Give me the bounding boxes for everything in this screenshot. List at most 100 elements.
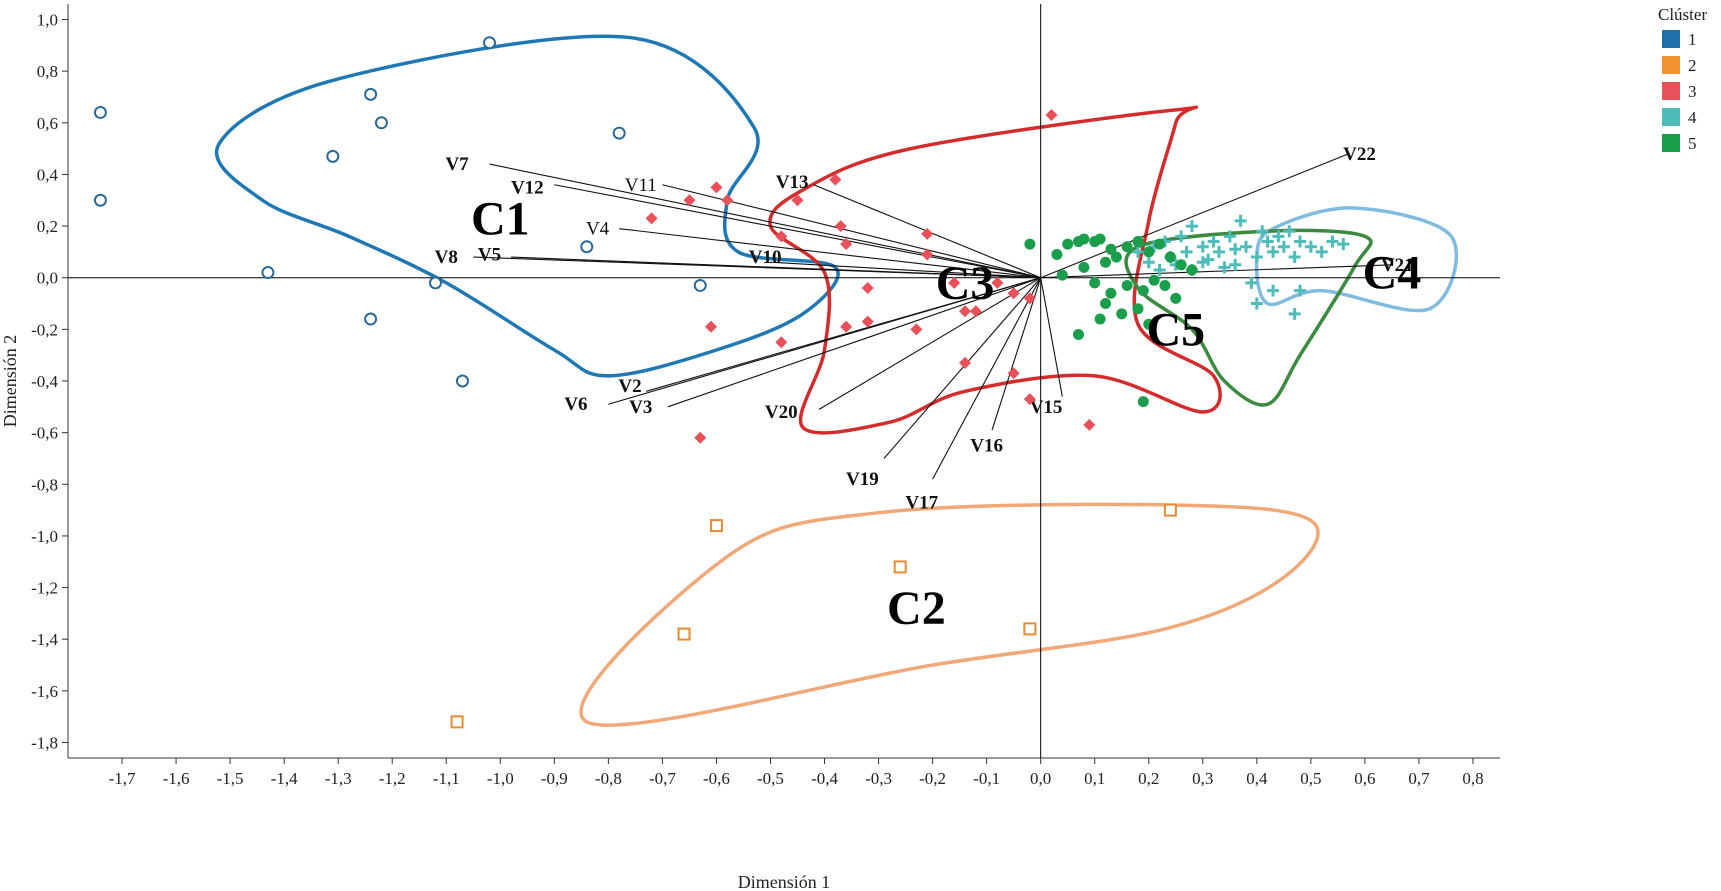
cluster-4-hull xyxy=(1254,206,1459,313)
cluster-4-point xyxy=(1272,230,1285,243)
x-tick-label: 0,1 xyxy=(1084,769,1105,788)
data-points xyxy=(93,36,1350,729)
y-tick-label: -0,2 xyxy=(31,320,58,339)
cluster-4-point xyxy=(1202,253,1215,266)
cluster-3-point xyxy=(1023,393,1036,406)
cluster-5-point xyxy=(1110,251,1122,263)
y-tick-label: -1,4 xyxy=(31,630,58,649)
cluster-annotations: C1 C2 C3 C4 C5 xyxy=(471,192,1421,635)
cluster-4-point xyxy=(1175,230,1188,243)
cluster-5-point xyxy=(1051,248,1063,260)
vector-v22 xyxy=(1040,153,1349,279)
legend-label-2: 2 xyxy=(1688,56,1697,75)
x-tick-label: 0,5 xyxy=(1300,769,1321,788)
vector-label-v22: V22 xyxy=(1343,144,1376,165)
cluster-3-point xyxy=(861,282,874,295)
cluster-5-point xyxy=(1094,233,1106,245)
cluster-4-point xyxy=(1142,256,1155,269)
cluster-3-hull xyxy=(768,105,1222,435)
x-tick-label: -1,2 xyxy=(379,769,406,788)
cluster-5-point xyxy=(1056,269,1068,281)
legend-label-5: 5 xyxy=(1688,134,1697,153)
cluster-3-point xyxy=(959,305,972,318)
cluster-4-point xyxy=(1185,220,1198,233)
cluster-1-point xyxy=(93,193,107,207)
cluster-2-point xyxy=(677,627,691,641)
cluster-5-point xyxy=(1100,256,1112,268)
cluster-1-point xyxy=(364,312,378,326)
cluster-3-point xyxy=(840,320,853,333)
y-tick-label: -1,8 xyxy=(31,734,58,753)
vector-label-v5: V5 xyxy=(478,244,501,265)
y-tick-label: 0,8 xyxy=(37,62,58,81)
cluster-3-point xyxy=(969,305,982,318)
cluster-3-point xyxy=(991,276,1004,289)
cluster-label-c3: C3 xyxy=(936,257,995,310)
vector-v17 xyxy=(932,277,1042,480)
cluster-2-point xyxy=(1023,622,1037,636)
legend-title: Clúster xyxy=(1658,5,1707,24)
vector-label-v12: V12 xyxy=(511,177,544,198)
vector-v15 xyxy=(1040,277,1063,397)
cluster-3-point xyxy=(775,230,788,243)
vector-label-v21: V21 xyxy=(1381,255,1414,276)
y-axis-title: Dimensión 2 xyxy=(0,335,20,428)
cluster-5-point xyxy=(1175,259,1187,271)
cluster-5-point xyxy=(1073,329,1085,341)
cluster-3-point xyxy=(861,315,874,328)
vector-label-v19: V19 xyxy=(846,469,879,490)
cluster-5-point xyxy=(1148,274,1160,286)
cluster-3-point xyxy=(705,320,718,333)
cluster-3-point xyxy=(1083,418,1096,431)
cluster-3-point xyxy=(948,276,961,289)
cluster-4-point xyxy=(1153,263,1166,276)
cluster-1-point xyxy=(374,116,388,130)
x-tick-label: -1,5 xyxy=(217,769,244,788)
cluster-1-point xyxy=(580,240,594,254)
vector-label-v3: V3 xyxy=(629,397,652,418)
cluster-5-point xyxy=(1062,238,1074,250)
cluster-5-point xyxy=(1024,238,1036,250)
vector-label-v7: V7 xyxy=(445,154,469,175)
vector-v21 xyxy=(1040,264,1392,279)
vector-v8 xyxy=(473,256,1041,279)
cluster-4-point xyxy=(1304,240,1317,253)
cluster-1-point xyxy=(326,149,340,163)
cluster-3-point xyxy=(683,194,696,207)
cluster-4-point xyxy=(1277,240,1290,253)
x-tick-label: -0,7 xyxy=(649,769,676,788)
cluster-label-c5: C5 xyxy=(1146,303,1205,356)
legend-swatch-1 xyxy=(1662,30,1680,48)
y-tick-label: 0,0 xyxy=(37,269,58,288)
y-tick-label: 0,4 xyxy=(37,165,59,184)
cluster-3-point xyxy=(1007,367,1020,380)
x-tick-label: -0,4 xyxy=(811,769,838,788)
cluster-4-point xyxy=(1315,245,1328,258)
cluster-4-point xyxy=(1256,225,1269,238)
y-tick-label: -1,6 xyxy=(31,682,58,701)
y-tick-label: -0,6 xyxy=(31,424,58,443)
x-tick-label: -0,3 xyxy=(865,769,892,788)
cluster-2-point xyxy=(893,560,907,574)
cluster-2-point xyxy=(1163,503,1177,517)
x-tick-label: -0,1 xyxy=(973,769,1000,788)
legend-label-1: 1 xyxy=(1688,30,1697,49)
x-tick-label: 0,8 xyxy=(1462,769,1483,788)
cluster-5-point xyxy=(1089,277,1101,289)
cluster-4-point xyxy=(1261,235,1274,248)
cluster-4-point xyxy=(1240,240,1253,253)
cluster-4-point xyxy=(1294,235,1307,248)
cluster-3-point xyxy=(1023,292,1036,305)
vector-label-v20: V20 xyxy=(765,402,798,423)
y-tick-label: -1,2 xyxy=(31,579,58,598)
legend-swatch-2 xyxy=(1662,56,1680,74)
cluster-5-point xyxy=(1078,261,1090,273)
x-tick-label: -1,6 xyxy=(163,769,190,788)
vector-label-v4: V4 xyxy=(586,219,610,240)
cluster-4-point xyxy=(1223,230,1236,243)
vector-label-v16: V16 xyxy=(970,436,1003,457)
x-tick-label: -0,6 xyxy=(703,769,730,788)
cluster-3-point xyxy=(829,173,842,186)
cluster-5-point xyxy=(1094,313,1106,325)
